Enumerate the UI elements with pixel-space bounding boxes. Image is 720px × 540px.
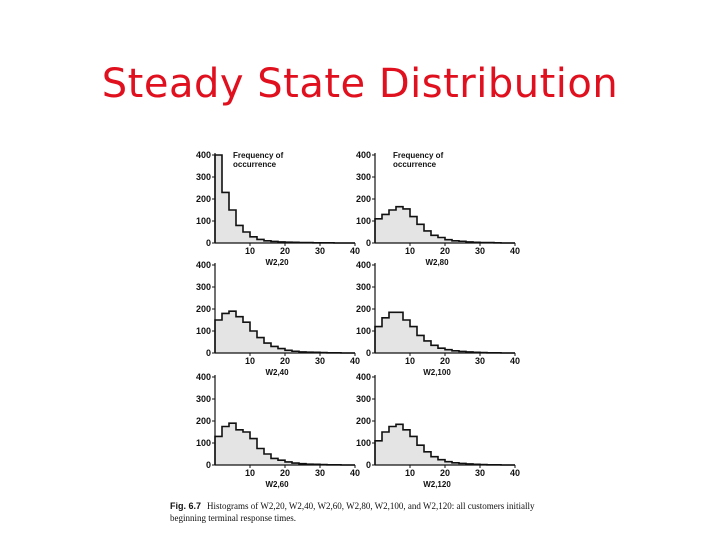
frequency-annotation: occurrence — [393, 160, 437, 169]
y-tick-label: 300 — [196, 394, 211, 404]
x-tick-label: 10 — [405, 356, 415, 366]
y-tick-label: 0 — [366, 460, 371, 470]
y-tick-label: 400 — [356, 372, 371, 382]
x-tick-label: 40 — [350, 356, 360, 366]
x-tick-label: 40 — [510, 356, 520, 366]
y-tick-label: 0 — [366, 238, 371, 248]
y-tick-label: 0 — [366, 348, 371, 358]
histogram-panel-6: 0 100 200 300 400 10 20 30 40 W2,120 — [356, 372, 520, 489]
x-tick-label: 40 — [350, 468, 360, 478]
histogram-panel-1: 0 100 200 300 400 10 20 30 40 W2,20 Frequency ofoc… — [196, 150, 360, 267]
y-tick-label: 100 — [196, 438, 211, 448]
figure-caption-text: Histograms of W2,20, W2,40, W2,60, W2,80… — [170, 501, 535, 523]
y-tick-label: 200 — [196, 194, 211, 204]
x-tick-label: 40 — [510, 246, 520, 256]
x-axis-label: W2,60 — [265, 480, 289, 489]
y-tick-label: 400 — [196, 150, 211, 160]
y-tick-label: 400 — [196, 372, 211, 382]
y-tick-label: 300 — [356, 282, 371, 292]
frequency-annotation: occurrence — [233, 160, 277, 169]
y-tick-label: 0 — [206, 238, 211, 248]
histogram-fill — [375, 424, 515, 465]
frequency-annotation: Frequency of — [233, 151, 284, 160]
y-tick-label: 100 — [356, 438, 371, 448]
x-tick-label: 10 — [245, 246, 255, 256]
y-tick-label: 300 — [196, 282, 211, 292]
x-axis-label: W2,20 — [265, 258, 289, 267]
histogram-fill — [375, 312, 515, 353]
y-tick-label: 100 — [356, 216, 371, 226]
y-tick-label: 200 — [356, 416, 371, 426]
y-tick-label: 0 — [206, 348, 211, 358]
x-tick-label: 40 — [510, 468, 520, 478]
x-tick-label: 10 — [405, 468, 415, 478]
x-axis-label: W2,120 — [423, 480, 451, 489]
histogram-figure: 0 100 200 300 400 10 20 30 40 W2,20 Frequency of oc… — [165, 140, 535, 530]
x-tick-label: 10 — [245, 356, 255, 366]
y-tick-label: 100 — [196, 216, 211, 226]
y-tick-label: 400 — [356, 260, 371, 270]
y-tick-label: 200 — [356, 194, 371, 204]
x-tick-label: 20 — [440, 246, 450, 256]
figure-caption-label: Fig. 6.7 — [170, 501, 202, 511]
x-tick-label: 20 — [440, 356, 450, 366]
x-axis-label: W2,80 — [425, 258, 449, 267]
y-tick-label: 200 — [196, 416, 211, 426]
slide-title: Steady State Distribution — [101, 61, 619, 107]
y-tick-label: 100 — [356, 326, 371, 336]
x-tick-label: 30 — [315, 356, 325, 366]
y-tick-label: 300 — [356, 172, 371, 182]
x-tick-label: 20 — [280, 246, 290, 256]
frequency-annotation: Frequency of — [393, 151, 444, 160]
x-tick-label: 20 — [280, 468, 290, 478]
y-tick-label: 0 — [206, 460, 211, 470]
x-tick-label: 30 — [475, 468, 485, 478]
histogram-fill — [215, 311, 355, 353]
y-tick-label: 200 — [196, 304, 211, 314]
figure-caption: Fig. 6.7 Histograms of W2,20, W2,40, W2,6… — [170, 500, 570, 524]
y-tick-label: 300 — [356, 394, 371, 404]
histogram-panel-2: 0 100 200 300 400 10 20 30 40 W2,80 Frequency ofoc… — [356, 150, 520, 267]
histogram-panel-4: 0 100 200 300 400 10 20 30 40 W2,100 — [356, 260, 520, 377]
x-tick-label: 10 — [245, 468, 255, 478]
x-tick-label: 30 — [475, 246, 485, 256]
x-axis-label: W2,100 — [423, 368, 451, 377]
y-tick-label: 100 — [196, 326, 211, 336]
y-tick-label: 200 — [356, 304, 371, 314]
histogram-panel-5: 0 100 200 300 400 10 20 30 40 W2,60 — [196, 372, 360, 489]
x-tick-label: 30 — [315, 468, 325, 478]
x-tick-label: 10 — [405, 246, 415, 256]
x-tick-label: 20 — [440, 468, 450, 478]
histogram-panel-3: 0 100 200 300 400 10 20 30 40 W2,40 — [196, 260, 360, 377]
histogram-fill — [215, 155, 355, 243]
x-tick-label: 30 — [475, 356, 485, 366]
x-tick-label: 30 — [315, 246, 325, 256]
y-tick-label: 400 — [196, 260, 211, 270]
x-tick-label: 40 — [350, 246, 360, 256]
x-axis-label: W2,40 — [265, 368, 289, 377]
y-tick-label: 400 — [356, 150, 371, 160]
y-tick-label: 300 — [196, 172, 211, 182]
x-tick-label: 20 — [280, 356, 290, 366]
